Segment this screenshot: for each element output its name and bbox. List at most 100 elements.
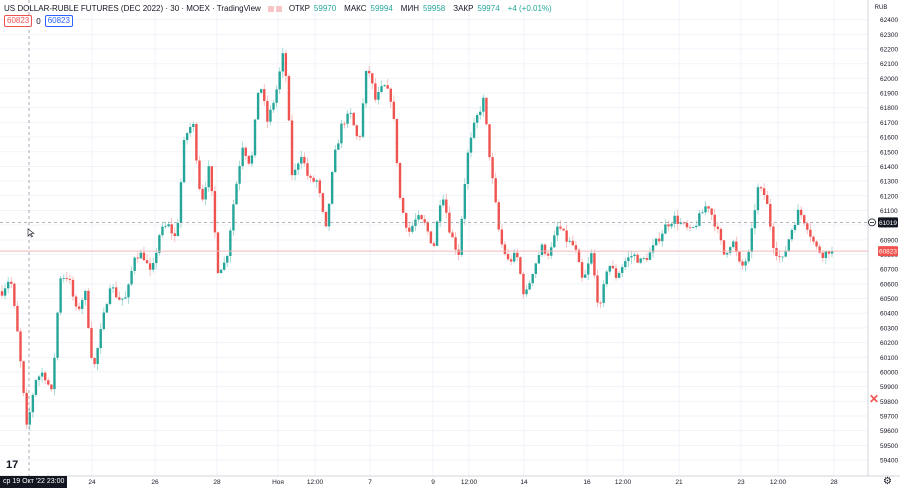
candle-body: [281, 53, 284, 72]
symbol-title[interactable]: US DOLLAR-RUBLE FUTURES (DEC 2022) · 30 …: [4, 4, 261, 13]
sell-price-pill[interactable]: 60823: [4, 15, 33, 27]
candle: [815, 239, 818, 250]
candle: [377, 86, 380, 105]
candle: [340, 119, 343, 149]
close-label: ЗАКР: [453, 4, 474, 13]
spread-value: 0: [36, 16, 41, 26]
candle: [56, 311, 59, 361]
candle-body: [28, 412, 31, 425]
candle: [170, 217, 173, 240]
candle-body: [219, 269, 223, 274]
candle: [303, 152, 306, 167]
candle-body: [531, 273, 534, 284]
candle-body: [256, 92, 260, 120]
candle: [192, 121, 195, 132]
close-marker-icon[interactable]: ✕: [869, 392, 880, 406]
candle-body: [241, 147, 244, 167]
candle: [497, 199, 500, 233]
candle: [263, 83, 266, 107]
price-axis[interactable]: RUB 59400 59500 59600 59700 59800 59900 60000 60…: [867, 0, 900, 488]
candle-body: [658, 238, 661, 242]
candle: [43, 370, 47, 385]
candle-body: [596, 275, 599, 303]
candle-body: [769, 204, 772, 227]
x-tick-label: 9: [431, 479, 435, 486]
candle: [148, 257, 152, 277]
y-tick-label: 60900: [880, 237, 898, 244]
candle: [577, 247, 581, 263]
crosshair-time-label: ср 19 Окт '22 23:00: [0, 476, 68, 488]
candle: [105, 302, 109, 314]
candle-body: [475, 115, 479, 123]
candle: [114, 281, 118, 299]
candle: [519, 256, 522, 276]
candle: [411, 221, 414, 235]
candle: [74, 293, 78, 312]
gear-icon[interactable]: ⚙: [883, 476, 892, 487]
buy-price-pill[interactable]: 60823: [44, 15, 73, 27]
y-tick-label: 60000: [880, 369, 898, 376]
candle: [111, 284, 115, 293]
candle: [642, 256, 645, 261]
candle: [28, 406, 31, 431]
candle: [796, 204, 800, 226]
y-tick-label: 62300: [880, 32, 898, 39]
time-axis[interactable]: 24 26 28 Ноя 12:00 7 9 12:00 14 16 12:00 21 23 12:00 2…: [0, 475, 900, 486]
candle: [185, 131, 189, 145]
candle: [661, 230, 664, 247]
candle: [633, 252, 636, 261]
candle: [392, 95, 396, 121]
x-tick-label: 21: [675, 479, 683, 486]
candle: [361, 98, 365, 139]
candle-body: [16, 305, 19, 332]
candle: [537, 251, 541, 265]
candle-body: [259, 89, 263, 93]
candle-body: [537, 254, 541, 264]
candle-body: [327, 203, 331, 227]
candle: [559, 220, 562, 231]
candle: [321, 192, 325, 214]
candle-body: [367, 70, 371, 74]
candle-body: [651, 245, 655, 253]
candle-body: [784, 250, 787, 257]
candle-body: [386, 85, 389, 89]
candle: [87, 288, 90, 329]
candle: [494, 172, 497, 204]
candle: [306, 157, 309, 180]
candle-body: [303, 157, 306, 164]
candle: [432, 241, 436, 248]
legend-dots-icon[interactable]: [267, 6, 282, 12]
candle-body: [216, 232, 220, 274]
candle: [809, 223, 812, 243]
candle-body: [37, 376, 41, 381]
candle-body: [793, 224, 797, 230]
candle: [59, 276, 62, 316]
candle-body: [343, 123, 346, 125]
candle-body: [710, 208, 713, 215]
tradingview-logo-icon[interactable]: 17: [6, 459, 19, 471]
candle: [491, 152, 494, 184]
candle-body: [602, 284, 605, 303]
candle: [627, 251, 630, 268]
candle-body: [377, 91, 380, 100]
change-value: +4 (+0.01%): [507, 4, 552, 13]
x-tick-label: 7: [368, 479, 372, 486]
candle-body: [509, 259, 513, 262]
candle: [417, 210, 420, 224]
candle: [213, 186, 217, 239]
candle-body: [691, 227, 695, 228]
candle-body: [321, 193, 325, 212]
candle: [762, 183, 766, 200]
candle-body: [636, 254, 639, 263]
candle: [309, 174, 312, 183]
candle: [65, 272, 68, 282]
low-value: 59958: [422, 4, 446, 13]
candle-body: [642, 258, 645, 259]
candle: [593, 249, 596, 279]
candle: [698, 209, 701, 227]
candle: [438, 199, 442, 228]
candle-body: [485, 97, 488, 125]
candle-body: [229, 230, 232, 256]
candle-body: [10, 281, 13, 284]
